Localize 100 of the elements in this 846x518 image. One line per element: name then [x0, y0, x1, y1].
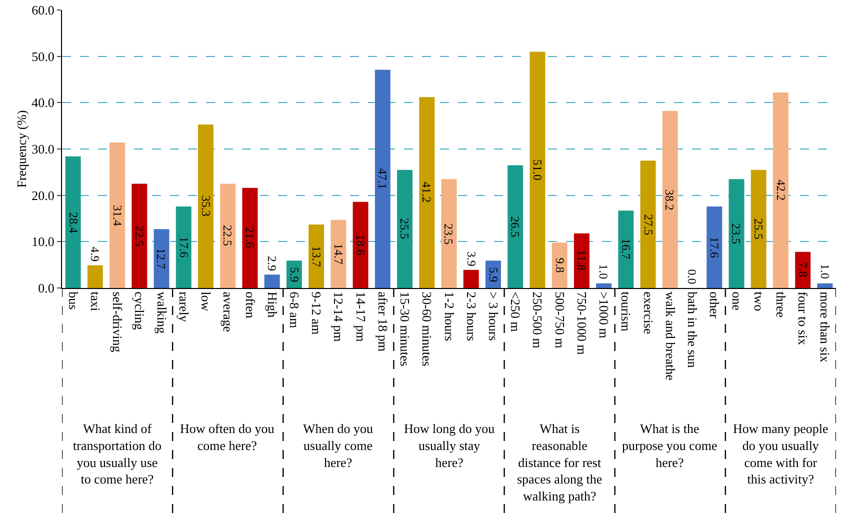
- bar: [176, 206, 192, 288]
- y-tick-label: 60.0: [32, 2, 54, 18]
- x-tick-label: <250 m: [508, 292, 524, 332]
- data-label: 1.0: [596, 264, 611, 280]
- y-tick-label: 0.0: [38, 280, 54, 296]
- bar: [662, 111, 678, 288]
- bar: [817, 283, 833, 288]
- bar: [463, 270, 479, 288]
- data-label: 16.7: [619, 238, 634, 260]
- bar: [242, 188, 258, 288]
- y-tick-label: 50.0: [32, 48, 54, 64]
- data-label: 27.5: [641, 214, 656, 236]
- y-tick-label: 40.0: [32, 95, 54, 110]
- data-label: 14.7: [331, 244, 346, 265]
- bar: [508, 165, 524, 288]
- bar: [530, 52, 546, 288]
- data-label: 13.7: [310, 246, 324, 267]
- data-label: 5.9: [288, 267, 302, 282]
- data-label: 5.9: [486, 267, 501, 282]
- data-label: 23.5: [442, 224, 456, 245]
- x-tick-label: >1000 m: [596, 292, 612, 338]
- data-label: 31.4: [110, 204, 125, 226]
- x-tick-label: four to six: [796, 292, 811, 346]
- x-tick-label: 2-3 hours: [464, 292, 479, 342]
- bar: [618, 210, 634, 288]
- bar: [640, 160, 656, 288]
- text: When do you usually come here?: [303, 421, 374, 470]
- text: What is the purpose you come here?: [622, 421, 718, 470]
- data-label: 35.3: [198, 195, 213, 216]
- bar: [441, 179, 457, 288]
- data-label: 4.9: [88, 246, 102, 262]
- x-tick-label: often: [242, 292, 258, 319]
- bar: [596, 283, 612, 288]
- x-tick-label: low: [198, 292, 214, 312]
- data-label: 22.5: [132, 225, 146, 246]
- x-tick-label: bus: [66, 292, 81, 310]
- x-tick-label: one: [729, 292, 744, 311]
- x-tick-label: 6-8 am: [286, 292, 302, 328]
- text: What is reasonable distance for rest spaces along the walking path?: [517, 421, 602, 504]
- data-label: 3.9: [464, 251, 479, 266]
- data-label: 25.5: [398, 218, 412, 240]
- data-label: 12.7: [154, 248, 168, 270]
- text: How long do you usually stay here?: [404, 421, 496, 470]
- bar: [419, 97, 435, 288]
- bar: [65, 156, 81, 288]
- data-label: 22.5: [220, 225, 235, 246]
- bar: [706, 206, 722, 288]
- data-label: 23.5: [729, 223, 744, 244]
- data-label: 2.9: [265, 256, 280, 271]
- x-tick-label: High: [264, 292, 280, 318]
- x-tick-label: 12-14 pm: [331, 292, 346, 342]
- x-tick-label: more than six: [818, 292, 833, 363]
- data-label: 18.6: [353, 234, 368, 256]
- x-tick-label: 500-750 m: [552, 292, 568, 348]
- bar: [728, 179, 744, 288]
- data-label: 41.2: [419, 182, 434, 203]
- y-tick-label: 20.0: [32, 188, 54, 203]
- x-tick-label: bath in the sun: [685, 292, 700, 368]
- y-axis-title: Frequency (%): [14, 110, 29, 188]
- bar: [264, 274, 280, 288]
- x-tick-label: exercise: [640, 292, 656, 334]
- text: What kind of transportation do you usually use to come here?: [73, 421, 162, 487]
- bar: [110, 142, 126, 288]
- data-label: 7.8: [796, 262, 810, 278]
- x-tick-label: average: [220, 292, 236, 332]
- x-tick-label: cycling: [132, 292, 148, 330]
- data-label: 42.2: [774, 180, 788, 201]
- data-label: 26.5: [508, 216, 522, 238]
- x-tick-label: other: [707, 292, 722, 319]
- bar: [374, 70, 390, 288]
- data-label: 28.4: [66, 212, 80, 234]
- bar: [574, 233, 590, 288]
- x-tick-label: tourism: [618, 292, 634, 332]
- data-label: 47.1: [376, 168, 390, 190]
- data-label: 21.6: [242, 226, 257, 248]
- data-label: 17.6: [708, 236, 722, 258]
- data-label: 1.0: [818, 264, 832, 279]
- x-tick-label: 9-12 am: [309, 292, 324, 335]
- bar: [397, 170, 413, 288]
- x-tick-label: 750-1000 m: [574, 292, 590, 355]
- data-label: 17.6: [176, 236, 191, 258]
- bar: [795, 252, 811, 288]
- bar: [772, 92, 788, 288]
- x-tick-label: 1-2 hours: [442, 292, 457, 342]
- text: How often do you come here?: [180, 421, 275, 453]
- data-label: 51.0: [530, 159, 544, 180]
- bar: [198, 124, 214, 288]
- bar: [132, 184, 148, 288]
- data-label: 38.2: [662, 189, 677, 210]
- x-tick-label: 250-500 m: [530, 292, 546, 348]
- x-tick-label: 14-17 pm: [353, 292, 368, 342]
- y-tick-label: 30.0: [32, 142, 54, 157]
- x-tick-label: walking: [154, 292, 170, 334]
- x-tick-label: self-driving: [110, 292, 126, 353]
- bar: [220, 184, 236, 288]
- x-tick-label: two: [751, 292, 766, 312]
- bar: [87, 265, 103, 288]
- data-label: 11.8: [574, 250, 588, 271]
- x-tick-label: > 3 hours: [486, 292, 502, 341]
- x-tick-label: walk and breathe: [662, 292, 678, 381]
